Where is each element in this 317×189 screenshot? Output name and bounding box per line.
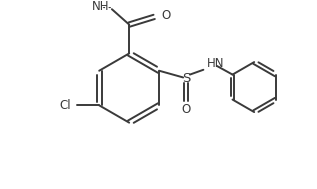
Text: NH: NH xyxy=(92,0,109,13)
Text: O: O xyxy=(161,9,170,22)
Text: O: O xyxy=(181,103,191,116)
Text: S: S xyxy=(182,72,190,85)
Text: Cl: Cl xyxy=(60,99,71,112)
Text: HN: HN xyxy=(207,57,225,70)
